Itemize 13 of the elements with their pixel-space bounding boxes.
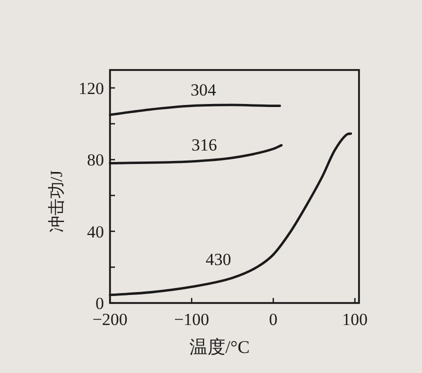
y-axis-title: 冲击功/J (47, 170, 66, 233)
x-axis-title: 温度/°C (189, 337, 250, 357)
series-label: 316 (192, 135, 218, 154)
x-tick-label: −200 (92, 310, 128, 329)
series-label: 430 (206, 250, 232, 269)
y-tick-label: 40 (87, 222, 104, 242)
y-tick-label: 80 (87, 150, 104, 170)
series-label: 304 (190, 80, 217, 100)
y-tick-label: 120 (78, 78, 104, 98)
x-tick-label: 100 (342, 310, 368, 329)
x-tick-label: −100 (174, 310, 210, 329)
y-tick-label: 0 (96, 294, 104, 313)
x-tick-label: 0 (269, 310, 278, 329)
